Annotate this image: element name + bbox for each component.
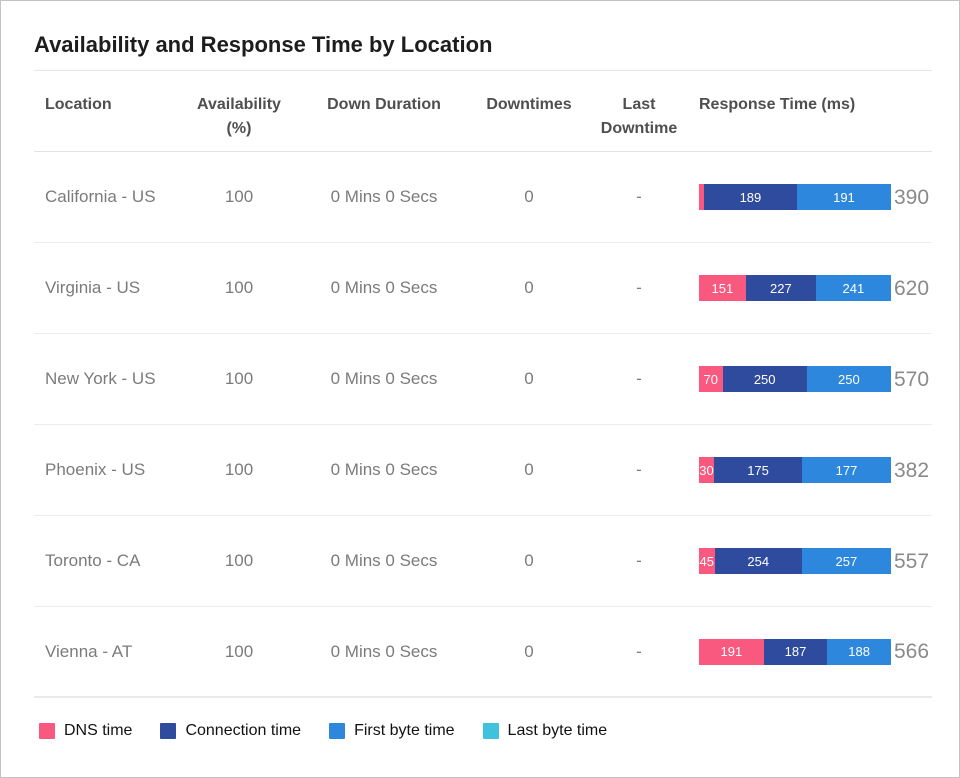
cell-response-time: 189 191 390 (694, 184, 932, 210)
cell-location: New York - US (45, 369, 156, 388)
cell-last-downtime: - (636, 278, 642, 297)
cell-location: Vienna - AT (45, 641, 133, 661)
response-time-bar[interactable]: 45 254 257 (699, 548, 891, 574)
bar-segment-connection[interactable]: 254 (714, 548, 803, 574)
chart-legend: DNS time Connection time First byte time La… (1, 698, 959, 740)
bar-segment-dns[interactable]: 30 (699, 457, 715, 483)
cell-location: Virginia - US (45, 278, 141, 297)
response-time-total: 390 (894, 185, 930, 209)
response-time-total: 382 (894, 458, 930, 482)
bar-segment-dns[interactable]: 151 (699, 275, 746, 301)
cell-down-duration: 0 Mins 0 Secs (330, 551, 438, 570)
cell-availability: 100 (224, 187, 254, 206)
cell-downtimes: 0 (524, 460, 534, 479)
legend-item-dns[interactable]: DNS time (39, 722, 132, 740)
cell-response-time: 30 175 177 382 (694, 457, 932, 483)
response-time-bar[interactable]: 151 227 241 (699, 275, 891, 301)
column-header-response-time: Response Time (ms) (699, 96, 856, 113)
cell-response-time: 45 254 257 557 (694, 548, 932, 574)
table-row: Phoenix - US 100 0 Mins 0 Secs 0 - 30 175 177 38… (34, 425, 932, 516)
cell-last-downtime: - (636, 460, 642, 479)
cell-availability: 100 (224, 460, 254, 479)
cell-downtimes: 0 (524, 278, 534, 297)
response-time-bar[interactable]: 191 187 188 (699, 638, 891, 665)
response-time-total: 566 (894, 640, 930, 663)
column-header-last-downtime: Last Downtime (600, 96, 678, 137)
legend-swatch-dns (39, 723, 55, 739)
cell-last-downtime: - (636, 551, 642, 570)
legend-item-connection[interactable]: Connection time (160, 722, 301, 740)
cell-downtimes: 0 (524, 369, 534, 388)
table-row: Vienna - AT 100 0 Mins 0 Secs 0 - 191 187 188 56… (34, 607, 932, 698)
bar-segment-first_byte[interactable]: 191 (796, 184, 891, 210)
bar-segment-first_byte[interactable]: 250 (806, 366, 891, 392)
legend-label-connection: Connection time (185, 722, 302, 739)
legend-label-first_byte: First byte time (354, 722, 455, 739)
bar-segment-connection[interactable]: 189 (703, 184, 797, 210)
cell-availability: 100 (224, 369, 254, 388)
response-time-total: 570 (894, 367, 930, 391)
response-time-bar[interactable]: 189 191 (699, 184, 891, 210)
panel-title: Availability and Response Time by Locati… (34, 32, 493, 57)
cell-downtimes: 0 (524, 641, 534, 661)
bar-segment-dns[interactable]: 45 (699, 548, 715, 574)
column-header-down-duration: Down Duration (327, 96, 441, 113)
legend-swatch-connection (160, 723, 177, 739)
cell-last-downtime: - (636, 369, 642, 388)
cell-availability: 100 (224, 551, 254, 570)
cell-location: Toronto - CA (45, 551, 141, 570)
bar-segment-first_byte[interactable]: 241 (816, 275, 891, 301)
cell-location: California - US (45, 187, 156, 206)
title-divider (34, 70, 932, 71)
legend-item-last_byte[interactable]: Last byte time (482, 722, 608, 740)
table-row: Virginia - US 100 0 Mins 0 Secs 0 - 151 227 241… (34, 243, 932, 334)
bar-segment-connection[interactable]: 227 (745, 275, 817, 301)
column-header-downtimes: Downtimes (486, 96, 572, 113)
cell-last-downtime: - (636, 187, 642, 206)
cell-down-duration: 0 Mins 0 Secs (330, 278, 438, 297)
cell-downtimes: 0 (524, 551, 534, 570)
cell-downtimes: 0 (524, 187, 534, 206)
response-time-total: 620 (894, 276, 930, 300)
bar-segment-first_byte[interactable]: 177 (802, 457, 891, 483)
bar-segment-connection[interactable]: 187 (763, 638, 828, 665)
column-header-location: Location (45, 96, 112, 113)
bar-segment-connection[interactable]: 175 (714, 457, 803, 483)
table-header-row: Location Availability (%) Down Duration … (34, 71, 932, 152)
bar-segment-dns[interactable]: 191 (699, 638, 764, 665)
cell-down-duration: 0 Mins 0 Secs (330, 187, 438, 206)
table-row: Toronto - CA 100 0 Mins 0 Secs 0 - 45 254 257 55… (34, 516, 932, 607)
cell-availability: 100 (224, 278, 254, 297)
legend-swatch-first_byte (329, 723, 346, 739)
cell-location: Phoenix - US (45, 460, 146, 479)
cell-down-duration: 0 Mins 0 Secs (330, 369, 438, 388)
cell-response-time: 191 187 188 566 (694, 638, 932, 665)
legend-label-dns: DNS time (64, 722, 133, 739)
cell-availability: 100 (224, 641, 254, 661)
cell-response-time: 151 227 241 620 (694, 275, 932, 301)
table-row: California - US 100 0 Mins 0 Secs 0 - 189 191 3… (34, 152, 932, 243)
response-time-bar[interactable]: 30 175 177 (699, 457, 891, 483)
availability-table: Location Availability (%) Down Duration … (34, 71, 932, 698)
response-time-total: 557 (894, 549, 930, 573)
bar-segment-first_byte[interactable]: 188 (827, 638, 891, 665)
bar-segment-dns[interactable] (699, 184, 704, 210)
bar-segment-connection[interactable]: 250 (722, 366, 807, 392)
cell-response-time: 70 250 250 570 (694, 366, 932, 392)
legend-swatch-last_byte (482, 723, 499, 739)
table-row: New York - US 100 0 Mins 0 Secs 0-70 250 250 5… (34, 334, 932, 425)
cell-last-downtime: - (636, 641, 642, 661)
bar-segment-first_byte[interactable]: 257 (802, 548, 891, 574)
legend-label-last_byte: Last byte time (507, 722, 608, 739)
table-body: California - US 100 0 Mins 0 Secs 0-189 191 3… (34, 152, 932, 698)
column-header-availability: Availability (%) (197, 96, 281, 137)
cell-down-duration: 0 Mins 0 Secs (330, 641, 438, 661)
bar-segment-dns[interactable]: 70 (699, 366, 723, 392)
legend-item-first_byte[interactable]: First byte time (329, 722, 455, 740)
cell-down-duration: 0 Mins 0 Secs (330, 460, 438, 479)
response-time-bar[interactable]: 70 250 250 (699, 366, 891, 392)
